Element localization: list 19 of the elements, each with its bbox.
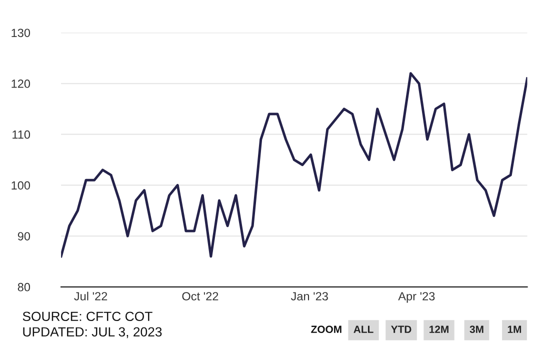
- line-series: [61, 72, 528, 258]
- text: ZOOM: [311, 326, 342, 334]
- y-tick-label: 80: [18, 282, 30, 292]
- y-tick-label: 110: [12, 130, 30, 139]
- y-tick-label: 100: [12, 181, 30, 190]
- x-tick-label: Jan '23: [290, 292, 328, 300]
- text: 3M: [470, 326, 484, 334]
- text: UPDATED: JUL 3, 2023: [23, 327, 162, 338]
- text: YTD: [391, 326, 412, 333]
- text: 1M: [508, 326, 522, 333]
- text: 12M: [430, 326, 448, 333]
- x-tick-label: Oct '22: [182, 292, 218, 300]
- y-tick-label: 90: [18, 232, 30, 240]
- x-tick-label: Apr '23: [398, 292, 435, 303]
- source-note: SOURCE: CFTC COT: [22, 312, 152, 322]
- y-tick-label: 130: [12, 28, 30, 38]
- text: ALL: [354, 326, 374, 333]
- y-tick-label: 120: [12, 80, 30, 88]
- x-tick-label: Jul '22: [74, 292, 108, 300]
